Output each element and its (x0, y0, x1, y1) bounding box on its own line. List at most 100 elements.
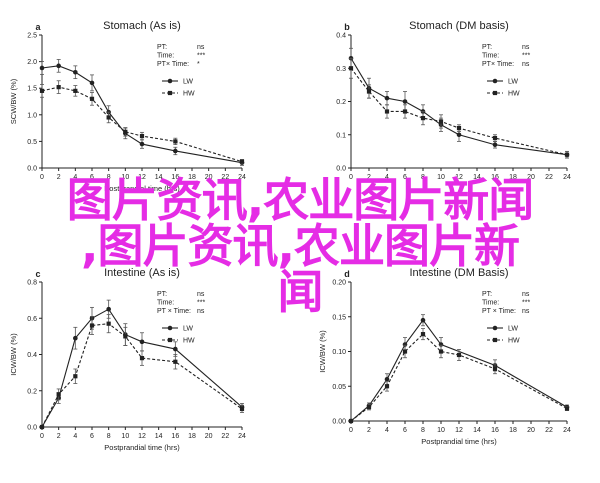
chart-panel-a: 0.00.51.01.52.02.50 2 4 6 8 10 12 14 16 18 20 22 24a… (9, 20, 246, 193)
stat-label: PT × Time: (482, 308, 516, 315)
stat-label: Time: (482, 300, 499, 307)
data-point-lw (39, 65, 45, 71)
x-tick-label: 2 (57, 174, 61, 181)
series-line-hw (350, 333, 568, 422)
data-point-hw (239, 159, 245, 164)
legend-entry: LW (183, 326, 193, 333)
data-point-lw (456, 132, 462, 138)
x-tick-label: 22 (545, 427, 553, 434)
data-point-lw (73, 69, 78, 75)
y-tick-label: 0.0 (27, 425, 37, 432)
stat-label: PT: (482, 44, 492, 51)
x-tick-label: 24 (238, 433, 246, 440)
x-tick-label: 2 (367, 427, 371, 434)
data-point-hw (402, 109, 408, 114)
y-tick-label: 2.5 (27, 33, 37, 40)
data-point-hw (420, 332, 426, 337)
legend-marker (492, 337, 498, 343)
y-tick-label: 1.0 (27, 112, 37, 119)
x-axis-label: Postprandial time (hrs) (104, 443, 180, 452)
data-point-lw (106, 306, 111, 312)
data-point-hw (139, 133, 145, 139)
data-point-hw (106, 321, 111, 326)
chart-panel-d: 0.000.050.100.150.200 2 4 6 8 10 12 14 16 18 20 22 2… (318, 267, 571, 446)
stat-value: *** (197, 53, 205, 60)
x-tick-label: 18 (188, 174, 196, 181)
x-tick-label: 2 (367, 174, 371, 181)
x-tick-label: 14 (473, 427, 481, 434)
x-tick-label: 16 (491, 174, 499, 181)
y-axis-label: ICW/BW (%) (318, 330, 327, 373)
data-point-hw (366, 405, 372, 410)
x-tick-label: 6 (90, 433, 94, 440)
legend-marker (167, 325, 173, 331)
data-point-hw (366, 89, 372, 94)
y-tick-label: 1.5 (27, 86, 37, 93)
stat-value: *** (522, 53, 530, 60)
x-tick-label: 18 (509, 427, 517, 434)
x-tick-label: 24 (563, 174, 571, 181)
stat-label: Time: (157, 300, 174, 307)
x-tick-label: 8 (421, 174, 425, 181)
y-tick-label: 0.2 (27, 388, 37, 395)
x-tick-label: 18 (188, 433, 196, 440)
chart-title: Stomach (DM basis) (409, 20, 509, 32)
chart-panel-c: 0.00.20.40.60.80 2 4 6 8 10 12 14 16 18 20 22 24c Int… (9, 267, 246, 452)
legend-entry: LW (508, 79, 518, 86)
legend-marker (167, 337, 173, 343)
x-tick-label: 4 (73, 433, 77, 440)
stat-label: Time: (157, 53, 174, 60)
stat-value: ns (522, 61, 530, 68)
x-tick-label: 20 (205, 174, 213, 181)
stat-label: PT× Time: (482, 61, 514, 68)
data-point-hw (492, 135, 498, 141)
y-tick-label: 0.4 (27, 352, 37, 359)
stat-label: PT× Time: (157, 61, 189, 68)
chart-title: Stomach (As is) (103, 20, 181, 32)
x-tick-label: 18 (509, 174, 517, 181)
y-tick-label: 0.2 (336, 99, 346, 106)
x-tick-label: 14 (155, 174, 163, 181)
stat-value: ns (197, 44, 205, 51)
stat-value: * (197, 61, 200, 68)
data-point-hw (564, 406, 570, 411)
panel-letter: c (35, 269, 40, 279)
x-tick-label: 4 (385, 427, 389, 434)
x-tick-label: 10 (121, 174, 129, 181)
x-tick-label: 22 (221, 433, 229, 440)
data-point-hw (56, 392, 61, 397)
x-tick-label: 0 (349, 427, 353, 434)
stat-value: *** (197, 300, 205, 307)
y-tick-label: 0.00 (332, 419, 346, 426)
stat-label: Time: (482, 53, 499, 60)
y-axis-label: ICW/BW (%) (9, 333, 18, 376)
x-tick-label: 12 (138, 433, 146, 440)
y-axis-label: SCW/BW (%) (9, 78, 18, 124)
y-tick-label: 0.0 (27, 166, 37, 173)
data-point-hw (39, 88, 45, 93)
legend-marker (167, 90, 173, 96)
series-line-hw (350, 67, 568, 156)
x-tick-label: 6 (403, 427, 407, 434)
data-point-hw (89, 323, 95, 328)
data-point-hw (139, 356, 145, 361)
data-point-lw (384, 95, 390, 101)
data-point-lw (73, 335, 78, 341)
data-point-hw (564, 152, 570, 157)
x-tick-label: 10 (121, 433, 129, 440)
legend-entry: HW (508, 338, 520, 345)
x-tick-label: 10 (437, 427, 445, 434)
y-tick-label: 0.6 (27, 316, 37, 323)
x-tick-label: 22 (221, 174, 229, 181)
series-line-lw (350, 319, 568, 422)
panel-letter: d (344, 269, 350, 279)
y-tick-label: 2.0 (27, 59, 37, 66)
data-point-hw (173, 359, 178, 364)
chart-title: Intestine (DM Basis) (409, 267, 508, 279)
x-tick-label: 12 (455, 174, 463, 181)
x-tick-label: 22 (545, 174, 553, 181)
y-tick-label: 0.1 (336, 132, 346, 139)
data-point-hw (456, 352, 462, 358)
data-point-hw (89, 96, 95, 101)
